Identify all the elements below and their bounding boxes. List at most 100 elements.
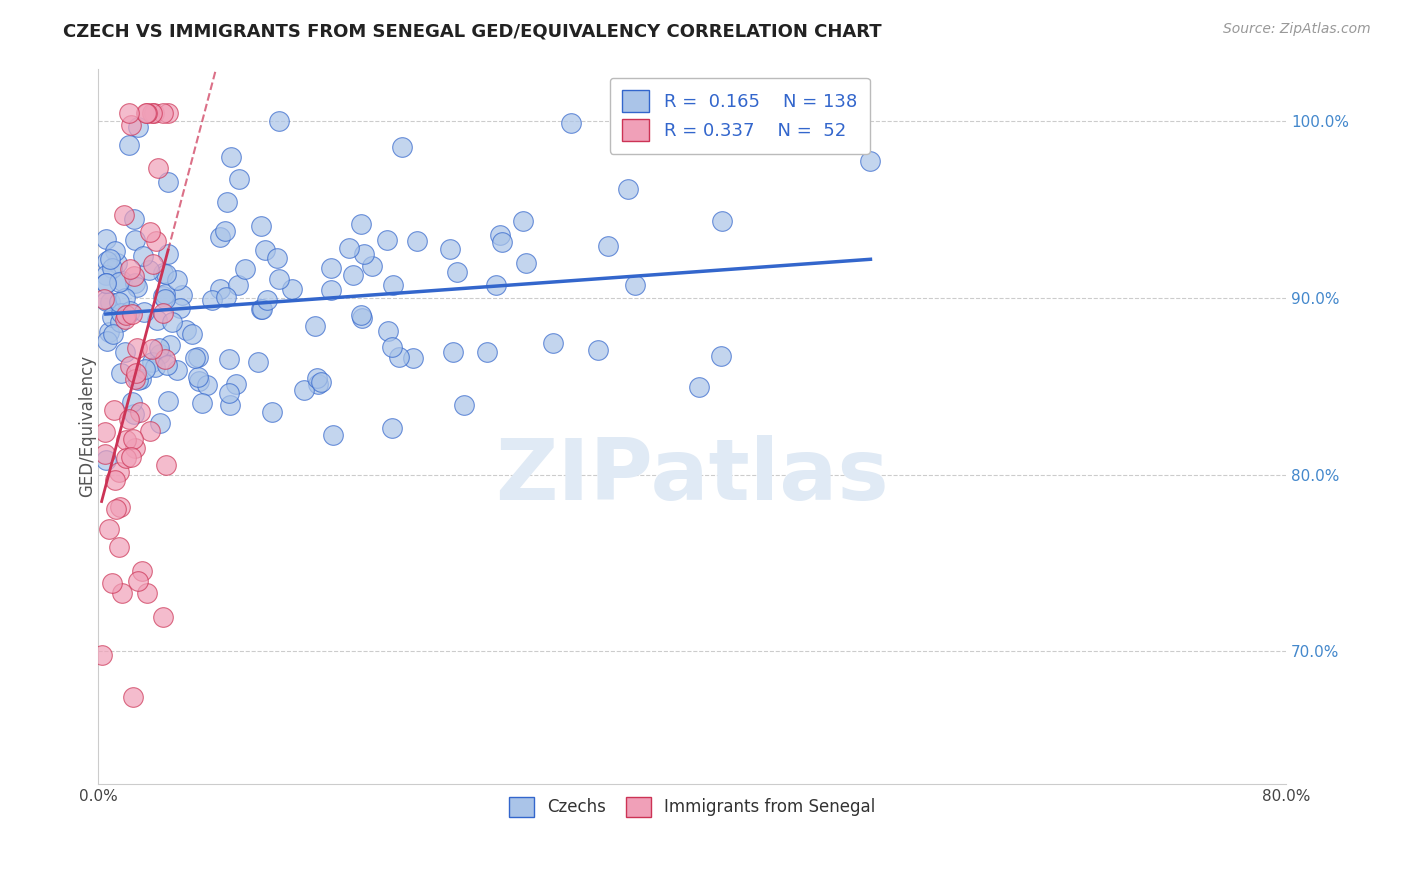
Point: [134, 362, 156, 376]
Point: [146, 313, 169, 327]
Point: [710, 349, 733, 363]
Point: [98, 522, 121, 536]
Point: [94, 425, 117, 439]
Point: [219, 398, 242, 412]
Point: [249, 219, 271, 234]
Point: [122, 268, 145, 283]
Point: [152, 306, 174, 320]
Point: [160, 315, 183, 329]
Point: [617, 182, 640, 196]
Point: [136, 585, 159, 599]
Point: [361, 259, 384, 273]
Point: [118, 304, 141, 318]
Point: [111, 586, 134, 600]
Point: [262, 405, 284, 419]
Point: [94, 293, 117, 308]
Point: [127, 280, 149, 294]
Point: [322, 428, 344, 442]
Y-axis label: GED/Equivalency: GED/Equivalency: [79, 355, 96, 497]
Point: [188, 374, 211, 388]
Text: CZECH VS IMMIGRANTS FROM SENEGAL GED/EQUIVALENCY CORRELATION CHART: CZECH VS IMMIGRANTS FROM SENEGAL GED/EQU…: [63, 22, 882, 40]
Point: [321, 283, 343, 297]
Point: [149, 347, 172, 361]
Point: [155, 358, 177, 372]
Point: [381, 277, 404, 292]
Point: [391, 140, 413, 154]
Point: [228, 171, 250, 186]
Point: [586, 343, 609, 358]
Point: [266, 251, 288, 265]
Point: [342, 268, 364, 283]
Point: [118, 261, 141, 276]
Point: [446, 265, 468, 279]
Point: [96, 254, 118, 268]
Point: [218, 386, 240, 401]
Point: [98, 252, 121, 266]
Point: [623, 277, 645, 292]
Text: Source: ZipAtlas.com: Source: ZipAtlas.com: [1223, 22, 1371, 37]
Point: [250, 301, 273, 316]
Point: [114, 345, 136, 359]
Point: [292, 383, 315, 397]
Point: [170, 288, 193, 302]
Point: [859, 153, 882, 168]
Point: [233, 262, 256, 277]
Point: [214, 224, 236, 238]
Point: [187, 350, 209, 364]
Point: [134, 305, 156, 319]
Point: [132, 249, 155, 263]
Point: [93, 293, 115, 307]
Point: [139, 424, 162, 438]
Point: [688, 380, 710, 394]
Point: [381, 340, 404, 354]
Point: [124, 277, 146, 291]
Point: [141, 355, 163, 369]
Point: [156, 246, 179, 260]
Point: [110, 306, 132, 320]
Point: [101, 310, 124, 325]
Point: [353, 246, 375, 260]
Point: [319, 261, 342, 276]
Point: [153, 292, 176, 306]
Point: [101, 261, 124, 276]
Point: [225, 376, 247, 391]
Point: [131, 564, 153, 578]
Point: [120, 450, 142, 464]
Point: [128, 404, 150, 418]
Point: [515, 256, 537, 270]
Point: [485, 278, 508, 293]
Point: [115, 433, 138, 447]
Point: [96, 334, 118, 348]
Point: [190, 396, 212, 410]
Point: [103, 403, 125, 417]
Point: [141, 105, 163, 120]
Point: [127, 120, 149, 134]
Point: [153, 286, 176, 301]
Point: [148, 161, 170, 176]
Point: [155, 268, 177, 282]
Point: [337, 241, 360, 255]
Point: [139, 225, 162, 239]
Point: [127, 373, 149, 387]
Point: [135, 105, 157, 120]
Point: [209, 282, 232, 296]
Point: [488, 227, 510, 242]
Point: [125, 366, 148, 380]
Point: [439, 242, 461, 256]
Point: [388, 350, 411, 364]
Point: [560, 116, 582, 130]
Point: [114, 311, 136, 326]
Text: ZIPatlas: ZIPatlas: [495, 434, 889, 517]
Point: [108, 540, 131, 554]
Point: [541, 335, 564, 350]
Point: [169, 301, 191, 316]
Point: [142, 257, 165, 271]
Point: [94, 232, 117, 246]
Point: [157, 393, 180, 408]
Point: [381, 420, 404, 434]
Point: [90, 648, 112, 663]
Point: [122, 690, 145, 704]
Point: [253, 243, 276, 257]
Point: [121, 432, 143, 446]
Point: [155, 458, 177, 473]
